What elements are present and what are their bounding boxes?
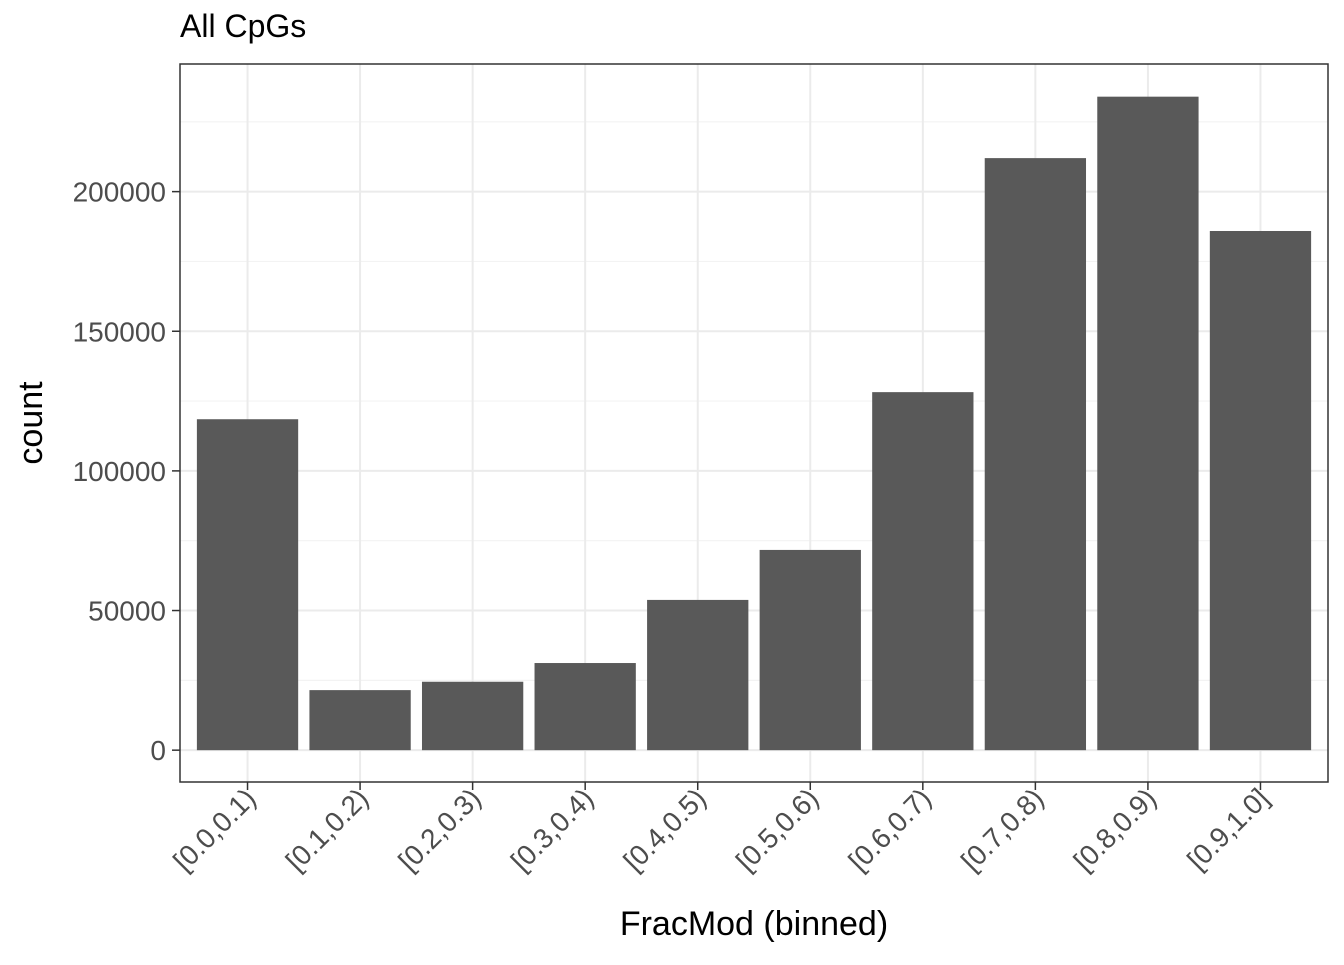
x-tick-label: [0.2,0.3) [392,782,487,877]
x-tick-label: [0.5,0.6) [730,782,825,877]
bar-0 [196,419,299,751]
x-tick-label: [0.3,0.4) [505,782,600,877]
x-tick-label: [0.9,1.0] [1181,782,1274,875]
bar-3 [534,663,636,751]
chart-title: All CpGs [180,8,307,44]
x-tick-label: [0.7,0.8) [955,782,1050,877]
y-tick-label: 200000 [73,177,166,208]
y-tick-label: 50000 [88,596,166,627]
y-tick-label: 0 [150,735,166,766]
x-tick-label: [0.6,0.7) [843,782,938,877]
x-tick-label: [0.1,0.2) [280,782,375,877]
bar-5 [759,549,861,751]
y-tick-label: 100000 [73,456,166,487]
x-tick-label: [0.8,0.9) [1068,782,1163,877]
bar-1 [309,690,411,751]
bar-6 [872,392,974,751]
panel-border [179,63,1329,783]
y-tick-label: 150000 [73,316,166,347]
bar-7 [984,158,1087,751]
bar-9 [1209,231,1312,751]
bar-8 [1097,96,1199,751]
x-tick-label: [0.0,0.1) [167,782,262,877]
x-axis-title: FracMod (binned) [620,905,888,943]
bar-4 [647,599,749,751]
y-axis-title: count [12,381,50,465]
bar-2 [421,681,524,751]
x-tick-label: [0.4,0.5) [617,782,712,877]
